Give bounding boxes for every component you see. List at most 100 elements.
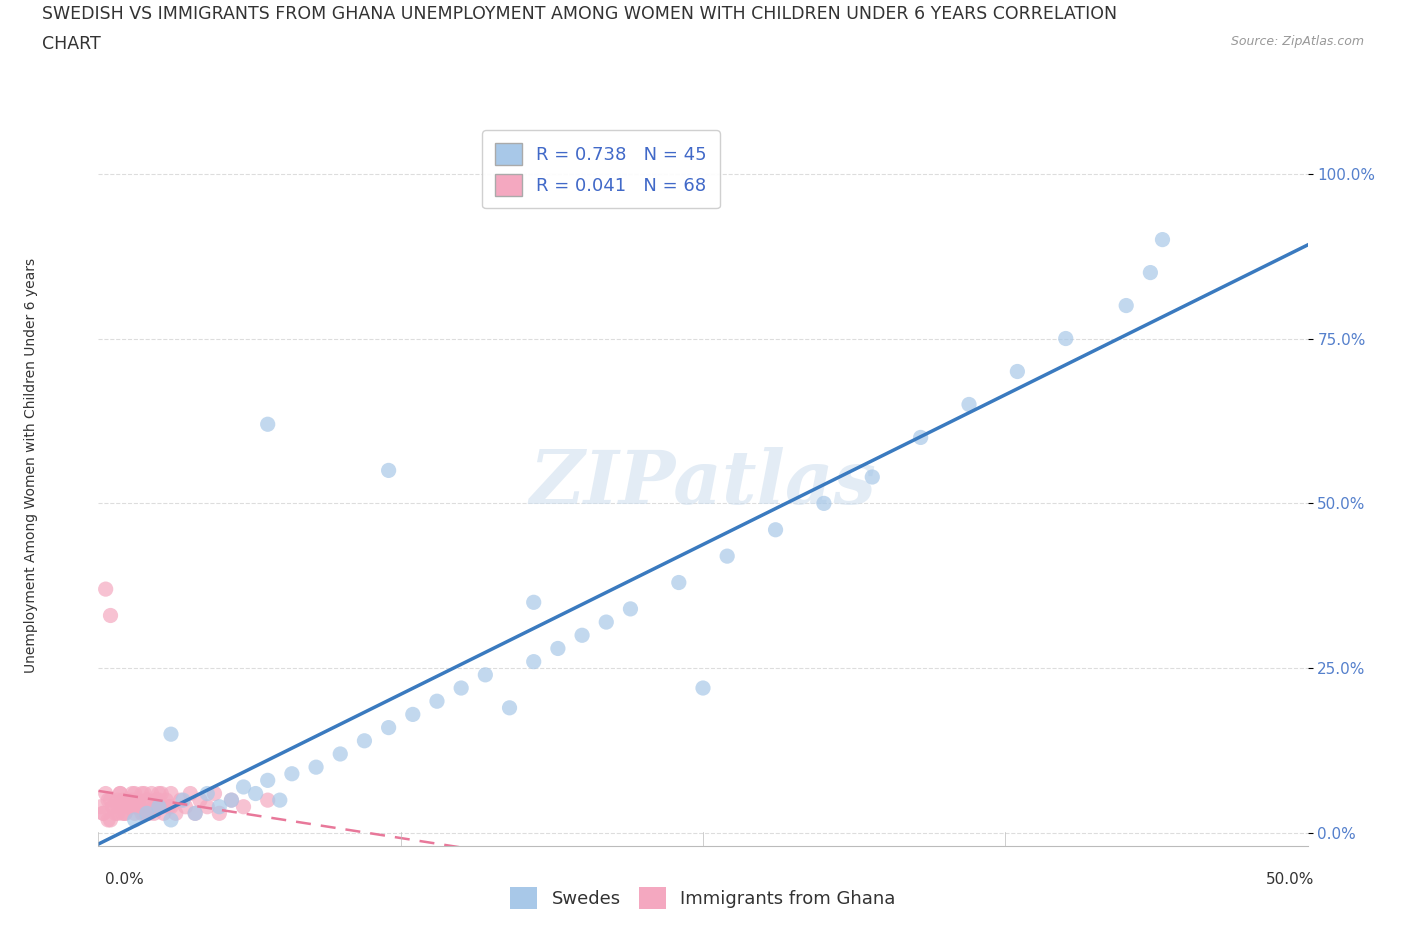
Point: [131, 786, 153, 801]
Point: [124, 813, 146, 828]
Point: [179, 786, 201, 801]
Point: [281, 766, 304, 781]
Point: [118, 799, 141, 814]
Point: [91, 806, 114, 821]
Point: [155, 792, 177, 807]
Point: [121, 786, 143, 801]
Point: [141, 786, 163, 801]
Text: 50.0%: 50.0%: [1267, 872, 1315, 887]
Point: [269, 792, 291, 807]
Point: [813, 496, 835, 511]
Point: [148, 799, 170, 814]
Point: [860, 470, 883, 485]
Point: [127, 792, 149, 807]
Point: [256, 792, 278, 807]
Point: [426, 694, 449, 709]
Point: [135, 792, 157, 807]
Point: [152, 806, 174, 821]
Point: [160, 799, 183, 814]
Point: [94, 581, 117, 596]
Point: [148, 792, 170, 807]
Point: [174, 799, 197, 814]
Point: [957, 397, 980, 412]
Point: [160, 813, 183, 828]
Point: [148, 786, 170, 801]
Point: [221, 792, 243, 807]
Point: [184, 806, 207, 821]
Point: [184, 806, 207, 821]
Point: [108, 786, 131, 801]
Point: [692, 681, 714, 696]
Point: [118, 799, 141, 814]
Point: [245, 786, 267, 801]
Point: [595, 615, 617, 630]
Point: [104, 806, 127, 821]
Point: [127, 799, 149, 814]
Point: [97, 792, 120, 807]
Point: [97, 813, 120, 828]
Point: [1139, 265, 1161, 280]
Point: [571, 628, 593, 643]
Point: [377, 463, 399, 478]
Legend: Swedes, Immigrants from Ghana: Swedes, Immigrants from Ghana: [503, 880, 903, 916]
Point: [143, 799, 166, 814]
Point: [128, 799, 150, 814]
Point: [101, 799, 124, 814]
Point: [124, 786, 146, 801]
Point: [1152, 232, 1174, 247]
Point: [256, 773, 278, 788]
Point: [450, 681, 472, 696]
Point: [910, 430, 932, 445]
Point: [329, 747, 352, 762]
Point: [148, 799, 170, 814]
Point: [498, 700, 520, 715]
Point: [1007, 364, 1029, 379]
Text: ZIPatlas: ZIPatlas: [530, 447, 876, 520]
Text: SWEDISH VS IMMIGRANTS FROM GHANA UNEMPLOYMENT AMONG WOMEN WITH CHILDREN UNDER 6 : SWEDISH VS IMMIGRANTS FROM GHANA UNEMPLO…: [42, 5, 1118, 22]
Point: [124, 799, 146, 814]
Point: [169, 792, 191, 807]
Point: [134, 786, 156, 801]
Point: [121, 792, 143, 807]
Point: [474, 668, 496, 683]
Point: [668, 575, 690, 590]
Point: [353, 734, 375, 749]
Text: CHART: CHART: [42, 35, 101, 53]
Point: [232, 779, 254, 794]
Text: Unemployment Among Women with Children Under 6 years: Unemployment Among Women with Children U…: [24, 258, 38, 672]
Point: [124, 806, 146, 821]
Text: 0.0%: 0.0%: [105, 872, 145, 887]
Point: [101, 799, 124, 814]
Point: [111, 792, 134, 807]
Point: [90, 799, 112, 814]
Point: [150, 786, 173, 801]
Point: [100, 813, 122, 828]
Point: [165, 806, 187, 821]
Point: [131, 806, 153, 821]
Point: [111, 799, 134, 814]
Point: [114, 806, 136, 821]
Point: [160, 786, 183, 801]
Point: [107, 792, 129, 807]
Point: [402, 707, 425, 722]
Point: [160, 726, 183, 741]
Point: [100, 792, 122, 807]
Point: [94, 786, 117, 801]
Point: [208, 806, 231, 821]
Legend: R = 0.738   N = 45, R = 0.041   N = 68: R = 0.738 N = 45, R = 0.041 N = 68: [482, 130, 720, 208]
Point: [172, 792, 194, 807]
Point: [135, 806, 157, 821]
Point: [195, 799, 218, 814]
Point: [204, 786, 226, 801]
Point: [256, 417, 278, 432]
Point: [108, 786, 131, 801]
Point: [305, 760, 328, 775]
Point: [107, 806, 129, 821]
Point: [716, 549, 738, 564]
Point: [208, 799, 231, 814]
Point: [114, 806, 136, 821]
Point: [138, 799, 160, 814]
Point: [195, 786, 218, 801]
Point: [111, 806, 134, 821]
Point: [100, 608, 122, 623]
